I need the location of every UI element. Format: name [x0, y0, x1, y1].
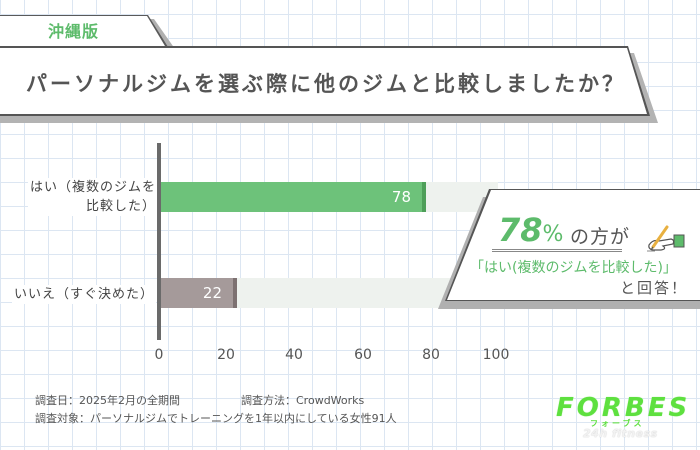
bar-end-no — [233, 278, 237, 308]
x-tick-40: 40 — [285, 347, 303, 363]
x-tick-100: 100 — [482, 347, 510, 363]
x-tick-80: 80 — [422, 347, 440, 363]
callout-answer: と回答！ — [620, 279, 689, 297]
callout-rest-text: の方が — [570, 226, 631, 248]
bar-yes: 78 — [161, 182, 423, 212]
logo-sub-text: 24h fitness — [583, 427, 658, 440]
x-tick-60: 60 — [354, 347, 372, 363]
bar-value-yes: 78 — [391, 188, 411, 206]
logo-main-text: FORBES — [556, 393, 691, 423]
category-label-yes-line1: はい（複数のジムを — [30, 180, 157, 195]
title-banner — [0, 48, 647, 114]
category-label-no: いいえ（すぐ決めた） — [12, 285, 157, 304]
callout-percent: 78% — [498, 212, 563, 253]
callout-quote: 「はい(複数のジムを比較した)」 — [470, 260, 677, 276]
page-title: パーソナルジムを選ぶ際に他のジムと比較しましたか？ — [26, 72, 626, 96]
x-tick-0: 0 — [154, 347, 164, 363]
y-axis-line — [157, 143, 161, 340]
category-label-yes: はい（複数のジムを 比較した） — [28, 178, 159, 216]
pencil-hand-icon — [645, 225, 687, 253]
callout-percent-value: 78 — [498, 211, 543, 249]
survey-method: 調査方法：CrowdWorks — [241, 394, 365, 407]
bar-value-no: 22 — [202, 284, 222, 302]
x-tick-20: 20 — [217, 347, 235, 363]
logo-kana-text: フォーブス — [590, 419, 645, 428]
callout-underline — [492, 249, 622, 252]
category-label-yes-line2: 比較した） — [86, 199, 157, 214]
bar-no: 22 — [161, 278, 234, 308]
callout-percent-sign: % — [542, 222, 564, 247]
survey-target: 調査対象：パーソナルジムでトレーニングを1年以内にしている女性91人 — [35, 412, 397, 425]
bar-end-yes — [422, 182, 426, 212]
survey-date: 調査日：2025年2月の全期間 — [35, 394, 180, 407]
region-tab-label: 沖縄版 — [48, 22, 100, 41]
region-tab — [0, 16, 165, 46]
